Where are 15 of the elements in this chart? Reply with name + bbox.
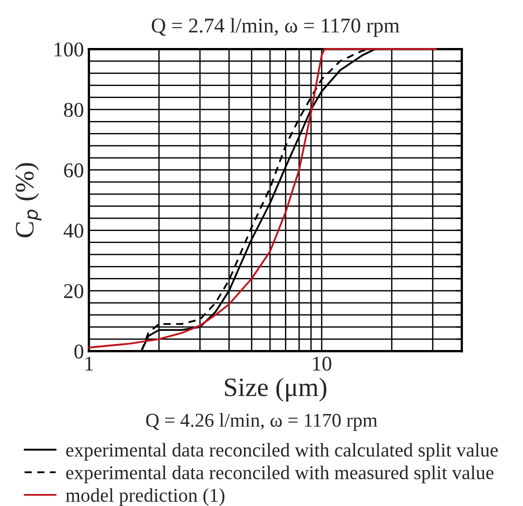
x-axis-title: Size (μm): [224, 378, 326, 402]
x-tick-label: 1: [86, 356, 93, 370]
legend-label: model prediction (1): [66, 488, 224, 506]
y-tick-label: 100: [54, 42, 84, 57]
y-tick-label: 20: [64, 284, 84, 298]
legend-label: experimental data reconciled with calculated split value: [66, 442, 498, 461]
text: Q = 4.26 l/min, ω = 1170 rpm: [146, 413, 378, 431]
x-tick-label: 10: [313, 356, 332, 371]
y-axis-title: C$_{p}$ (%): [15, 163, 42, 238]
y-tick-label: 80: [64, 102, 84, 117]
y-tick-label: 0: [74, 344, 84, 359]
legend-label: experimental data reconciled with measured split value: [66, 466, 494, 484]
y-tick-label: 60: [64, 163, 84, 178]
chart-title: Q = 2.74 l/min, ω = 1170 rpm: [152, 18, 400, 37]
y-tick-label: 40: [64, 224, 84, 238]
